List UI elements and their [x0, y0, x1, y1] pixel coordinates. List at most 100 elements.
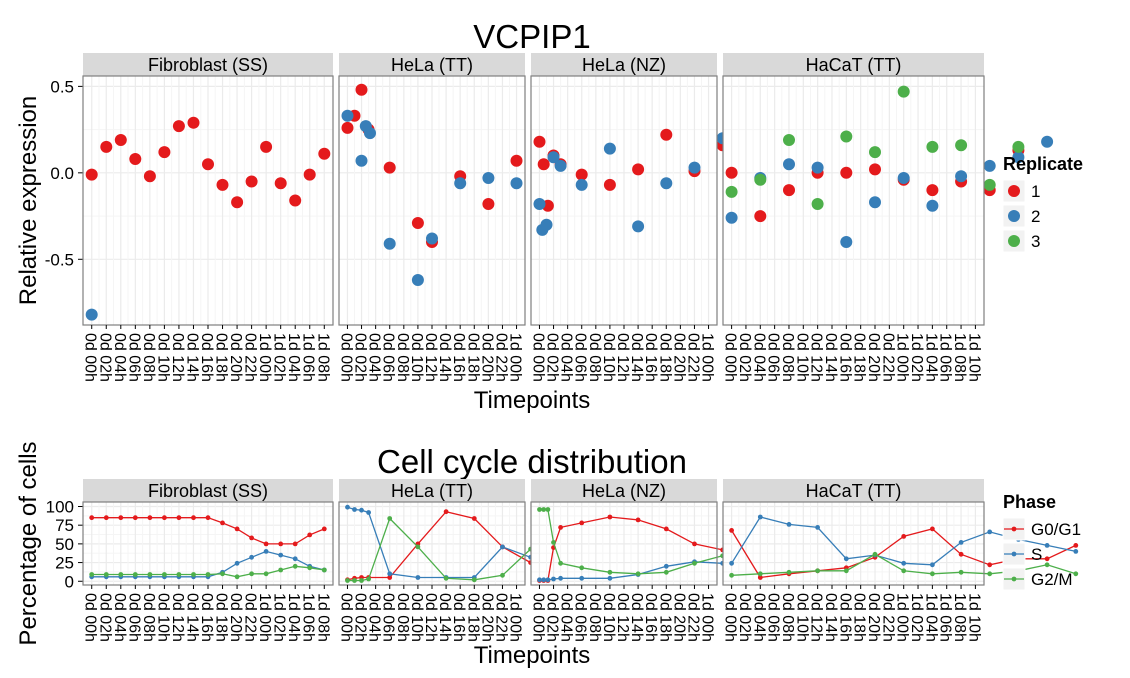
data-point-G2-M	[443, 575, 449, 581]
data-point-S	[278, 552, 284, 558]
x-tick-label: 0d 20h	[227, 333, 244, 382]
data-point-2	[383, 237, 396, 250]
legend-title: Replicate	[1003, 154, 1083, 174]
data-point-G2-M	[292, 563, 298, 569]
x-tick-label: 0d 08h	[779, 333, 796, 382]
data-point-S	[345, 504, 350, 510]
x-tick-label: 0d 00h	[529, 593, 546, 642]
legend-key-point	[1008, 235, 1020, 247]
data-point-S	[987, 529, 993, 535]
data-point-G2-M	[541, 507, 547, 512]
data-point-G2-M	[176, 572, 182, 577]
x-tick-label: 0d 20h	[227, 593, 244, 642]
x-tick-label: 0d 18h	[656, 593, 673, 642]
y-tick-label: 0.5	[50, 77, 74, 96]
data-point-1	[411, 217, 424, 229]
x-tick-label: 1d 06h	[937, 333, 954, 382]
x-tick-label: 0d 00h	[722, 593, 739, 642]
x-tick-label: 1d 10h	[965, 333, 982, 382]
x-tick-label: 1d 00h	[507, 593, 524, 642]
data-point-2	[364, 127, 376, 140]
data-point-S	[579, 575, 585, 581]
data-point-G2-M	[147, 572, 153, 577]
data-point-1	[341, 121, 354, 134]
data-point-G2-M	[89, 572, 95, 577]
data-point-G2-M	[558, 560, 563, 566]
data-point-S	[930, 562, 935, 568]
x-tick-label: 1d 02h	[908, 593, 925, 642]
x-tick-label: 0d 14h	[822, 593, 839, 642]
data-point-G2-M	[345, 578, 350, 583]
data-point-3	[811, 198, 824, 210]
data-point-G2-M	[103, 572, 109, 577]
x-tick-label: 1d 00h	[699, 333, 716, 382]
x-tick-label: 0d 10h	[793, 333, 810, 382]
x-tick-label: 1d 10h	[965, 593, 982, 642]
data-point-1	[172, 120, 185, 133]
x-tick-label: 1d 08h	[951, 593, 968, 642]
x-tick-label: 0d 16h	[642, 593, 659, 642]
data-point-G2-M	[551, 540, 556, 545]
data-point-S	[366, 510, 371, 515]
x-tick-label: 0d 00h	[337, 333, 354, 382]
x-tick-label: 0d 04h	[366, 593, 383, 642]
x-tick-label: 0d 06h	[380, 333, 397, 382]
x-tick-label: 1d 04h	[922, 333, 939, 382]
x-tick-label: 0d 04h	[750, 593, 767, 642]
x-tick-label: 0d 10h	[154, 333, 171, 382]
y-axis-label: Relative expression	[15, 96, 42, 305]
data-point-2	[482, 172, 495, 184]
facet-strip	[83, 53, 333, 76]
data-point-2	[1041, 135, 1054, 148]
x-tick-label: 0d 16h	[836, 333, 853, 382]
data-point-G0-G1	[607, 514, 613, 520]
x-tick-label: 1d 06h	[937, 593, 954, 642]
facet-strip-label: HaCaT (TT)	[806, 481, 902, 501]
data-point-G0-G1	[663, 526, 669, 532]
data-point-G2-M	[545, 507, 551, 512]
x-tick-label: 0d 10h	[600, 333, 617, 382]
x-tick-label: 0d 18h	[851, 593, 868, 642]
legend-key-point	[1008, 210, 1020, 222]
x-tick-label: 0d 10h	[600, 593, 617, 642]
x-tick-label: 0d 16h	[450, 333, 467, 382]
y-tick-label: 0.0	[50, 164, 74, 183]
data-point-1	[260, 140, 273, 153]
data-point-G2-M	[958, 569, 964, 575]
y-tick-label: -0.5	[45, 250, 74, 269]
y-tick-label: 0	[65, 572, 74, 591]
data-point-1	[725, 166, 738, 179]
x-tick-label: 0d 22h	[684, 333, 701, 382]
data-point-G2-M	[757, 571, 763, 577]
y-tick-label: 100	[46, 497, 74, 516]
data-point-S	[415, 575, 421, 580]
data-point-G0-G1	[579, 520, 585, 526]
facet-strip	[83, 479, 333, 502]
data-point-G2-M	[786, 569, 792, 575]
x-tick-label: 0d 18h	[213, 593, 230, 642]
data-point-G0-G1	[443, 509, 449, 515]
data-point-G2-M	[415, 544, 421, 550]
data-point-3	[725, 185, 738, 198]
data-point-S	[757, 514, 763, 520]
x-tick-label: 0d 22h	[684, 593, 701, 642]
data-point-G2-M	[263, 571, 269, 577]
data-point-S	[558, 575, 563, 581]
x-tick-label: 0d 00h	[82, 333, 99, 382]
legend-title: Phase	[1003, 492, 1056, 512]
x-tick-label: 0d 02h	[352, 593, 369, 642]
data-point-G0-G1	[292, 541, 298, 547]
x-tick-label: 1d 02h	[271, 333, 288, 382]
data-point-3	[840, 130, 853, 143]
data-point-1	[143, 170, 156, 183]
data-point-S	[1073, 549, 1079, 554]
data-point-1	[114, 134, 127, 146]
data-point-G2-M	[1044, 562, 1050, 568]
data-point-2	[897, 172, 910, 184]
facet-strip	[339, 479, 525, 502]
data-point-G0-G1	[1044, 556, 1050, 562]
data-point-S	[843, 556, 849, 562]
x-tick-label: 0d 14h	[183, 333, 200, 382]
